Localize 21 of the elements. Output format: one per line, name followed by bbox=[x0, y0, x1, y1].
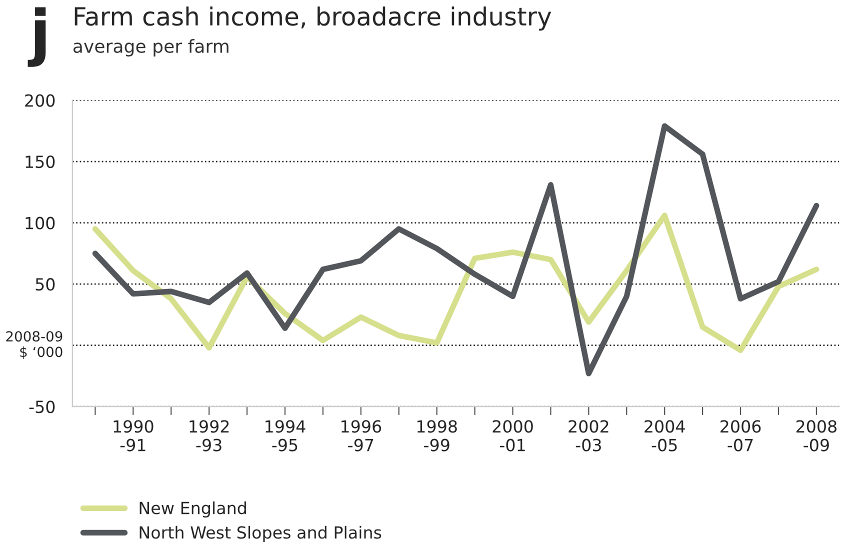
x-tick-label: 1998 -99 bbox=[417, 420, 457, 452]
chart-subtitle: average per farm bbox=[74, 38, 228, 56]
x-tick-label: 2008 -09 bbox=[796, 420, 837, 452]
chart-title: Farm cash income, broadacre industry bbox=[74, 6, 552, 31]
x-tick-label: 2006 -07 bbox=[720, 420, 761, 452]
x-tick-label: 2000 -01 bbox=[492, 420, 533, 452]
x-tick-label: 1996 -97 bbox=[342, 420, 382, 452]
y-tick-label: 150 bbox=[26, 155, 55, 168]
x-tick-label: 1992 -93 bbox=[190, 420, 229, 452]
x-tick-label: 1994 -95 bbox=[266, 420, 306, 452]
y-tick-label: 200 bbox=[25, 94, 55, 107]
legend-label: New England bbox=[140, 501, 246, 518]
x-tick-label: 2002 -03 bbox=[568, 420, 608, 452]
x-tick-label: 1990 -91 bbox=[114, 420, 154, 452]
y-tick-label: 50 bbox=[36, 278, 55, 291]
y-tick-label: 100 bbox=[26, 216, 55, 230]
legend-label: North West Slopes and Plains bbox=[140, 526, 382, 542]
y-axis-title: 2008-09 $ ‘000 bbox=[6, 331, 62, 359]
x-tick-label: 2004 -05 bbox=[644, 420, 685, 452]
text: j bbox=[28, 7, 46, 67]
y-tick-label: -50 bbox=[29, 400, 55, 414]
